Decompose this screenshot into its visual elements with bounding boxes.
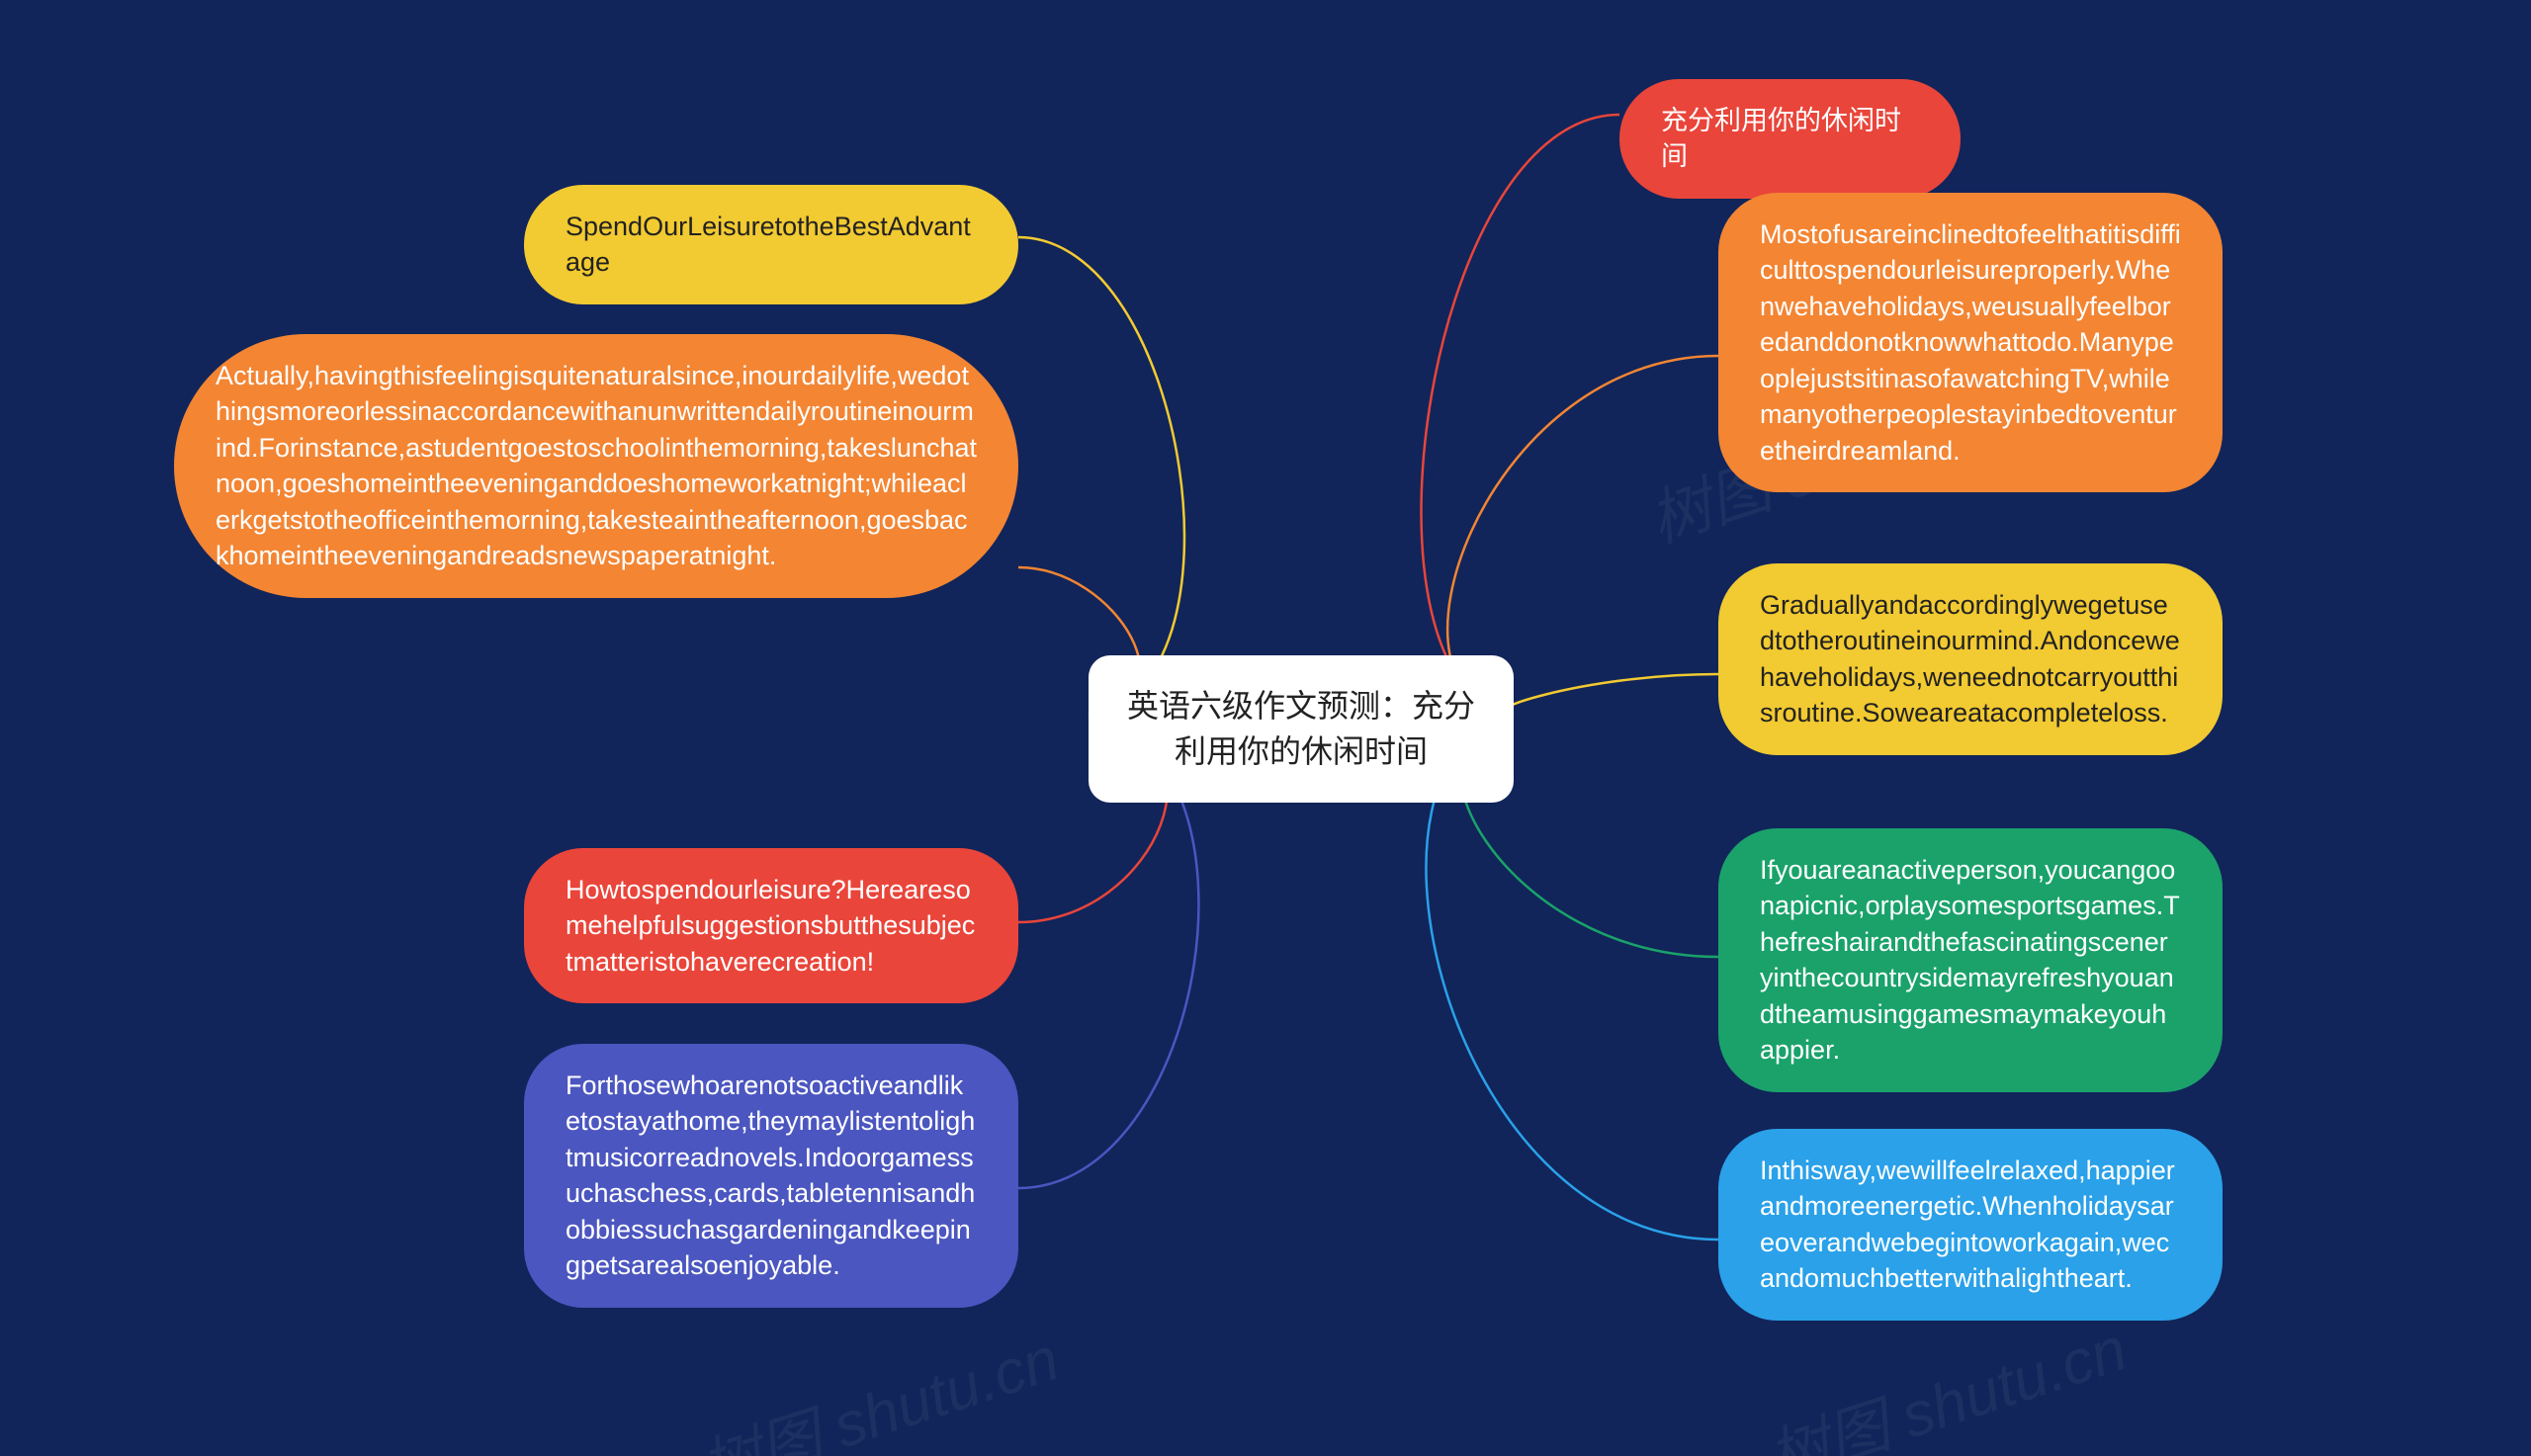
n_yellow_right-label: Graduallyandaccordinglywegetusedtotherou… bbox=[1760, 590, 2180, 728]
n_yellow_right[interactable]: Graduallyandaccordinglywegetusedtotherou… bbox=[1718, 563, 2223, 755]
n_orange_right-label: Mostofusareinclinedtofeelthatitisdifficu… bbox=[1760, 219, 2181, 466]
center-node[interactable]: 英语六级作文预测：充分利用你的休闲时间 bbox=[1089, 655, 1514, 803]
n_green_right-label: Ifyouareanactiveperson,youcangoonapicnic… bbox=[1760, 855, 2180, 1065]
n_red_left[interactable]: Howtospendourleisure?Herearesomehelpfuls… bbox=[524, 848, 1018, 1003]
watermark: 树图 shutu.cn bbox=[687, 1309, 1068, 1456]
n_yellow_left[interactable]: SpendOurLeisuretotheBestAdvantage bbox=[524, 185, 1018, 304]
center-node-label: 英语六级作文预测：充分利用你的休闲时间 bbox=[1127, 688, 1475, 769]
n_red_top[interactable]: 充分利用你的休闲时间 bbox=[1619, 79, 1961, 199]
n_indigo_left-label: Forthosewhoarenotsoactiveandliketostayat… bbox=[566, 1071, 975, 1280]
n_orange_left_big[interactable]: Actually,havingthisfeelingisquitenatural… bbox=[174, 334, 1018, 598]
mindmap-canvas: 树图 shutu.cn树图 shutu.cn树图 shutu.cn树图 shut… bbox=[0, 0, 2531, 1456]
edge-n_red_top bbox=[1421, 115, 1619, 715]
n_yellow_left-label: SpendOurLeisuretotheBestAdvantage bbox=[566, 212, 971, 277]
n_indigo_left[interactable]: Forthosewhoarenotsoactiveandliketostayat… bbox=[524, 1044, 1018, 1308]
n_blue_right-label: Inthisway,wewillfeelrelaxed,happierandmo… bbox=[1760, 1156, 2175, 1293]
n_red_top-label: 充分利用你的休闲时间 bbox=[1661, 106, 1901, 171]
n_blue_right[interactable]: Inthisway,wewillfeelrelaxed,happierandmo… bbox=[1718, 1129, 2223, 1321]
watermark: 树图 shutu.cn bbox=[1755, 1299, 2136, 1456]
n_orange_right[interactable]: Mostofusareinclinedtofeelthatitisdifficu… bbox=[1718, 193, 2223, 492]
edge-n_yellow_left bbox=[1018, 237, 1184, 715]
n_green_right[interactable]: Ifyouareanactiveperson,youcangoonapicnic… bbox=[1718, 828, 2223, 1092]
n_orange_left_big-label: Actually,havingthisfeelingisquitenatural… bbox=[216, 361, 977, 570]
edge-n_yellow_right bbox=[1502, 674, 1718, 715]
n_red_left-label: Howtospendourleisure?Herearesomehelpfuls… bbox=[566, 875, 975, 977]
